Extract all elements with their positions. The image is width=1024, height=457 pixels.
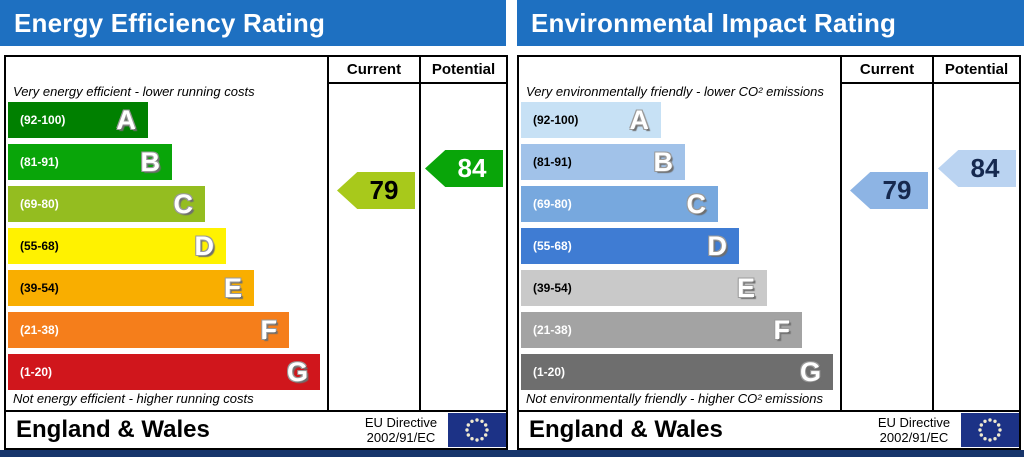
band-E: (39-54) E	[521, 270, 767, 306]
column-divider	[840, 57, 842, 412]
current-column-header: Current	[346, 61, 402, 78]
band-letter: C	[686, 189, 707, 219]
current-rating-arrow: 79	[850, 172, 928, 209]
band-letter: B	[653, 147, 674, 177]
band-D: (55-68) D	[521, 228, 739, 264]
current-rating-value: 79	[882, 175, 912, 205]
eu-directive-line2: 2002/91/EC	[879, 430, 949, 445]
energy-efficiency-panel: Energy Efficiency Rating Current Potenti…	[0, 0, 509, 457]
band-C: (69-80) C	[521, 186, 718, 222]
band-B: (81-91) B	[521, 144, 685, 180]
band-E: (39-54) E	[8, 270, 254, 306]
potential-column-header: Potential	[944, 61, 1009, 78]
band-G: (1-20) G	[521, 354, 833, 390]
bottom-note: Not environmentally friendly - higher CO…	[526, 391, 823, 406]
band-letter: G	[799, 357, 821, 387]
band-letter: A	[116, 105, 137, 135]
current-rating-value: 79	[369, 175, 399, 205]
eu-directive-line2: 2002/91/EC	[366, 430, 436, 445]
band-range-label: (92-100)	[533, 113, 579, 127]
band-letter: F	[773, 315, 791, 345]
band-range-label: (1-20)	[533, 365, 566, 379]
energy-title-bar: Energy Efficiency Rating	[0, 0, 506, 46]
column-divider	[932, 57, 934, 412]
band-letter: C	[173, 189, 194, 219]
band-letter: B	[140, 147, 161, 177]
potential-column-header: Potential	[431, 61, 496, 78]
band-range-label: (92-100)	[20, 113, 66, 127]
environmental-rating-table: Current Potential Very environmentally f…	[517, 55, 1021, 450]
top-note: Very environmentally friendly - lower CO…	[526, 84, 824, 99]
region-label: England & Wales	[16, 416, 210, 443]
column-divider	[419, 57, 421, 412]
band-letter: A	[629, 105, 650, 135]
eu-directive-label: EU Directive 2002/91/EC	[871, 415, 957, 445]
potential-rating-arrow: 84	[425, 150, 503, 187]
band-letter: D	[194, 231, 215, 261]
band-letter: E	[223, 273, 242, 303]
column-divider	[327, 57, 329, 412]
band-F: (21-38) F	[521, 312, 802, 348]
bottom-border-strip	[0, 450, 1024, 457]
energy-panel-title: Energy Efficiency Rating	[14, 8, 326, 38]
eu-directive-line1: EU Directive	[877, 415, 951, 430]
band-range-label: (55-68)	[20, 239, 59, 253]
band-letter: E	[736, 273, 755, 303]
band-range-label: (21-38)	[533, 323, 572, 337]
band-range-label: (69-80)	[533, 197, 572, 211]
band-range-label: (39-54)	[533, 281, 572, 295]
band-range-label: (21-38)	[20, 323, 59, 337]
region-label: England & Wales	[529, 416, 723, 443]
band-range-label: (81-91)	[533, 155, 572, 169]
bottom-note: Not energy efficient - higher running co…	[13, 391, 254, 406]
current-column-header: Current	[859, 61, 915, 78]
header-divider	[327, 82, 506, 84]
header-divider	[840, 82, 1019, 84]
eu-directive-line1: EU Directive	[364, 415, 438, 430]
band-range-label: (81-91)	[20, 155, 59, 169]
potential-rating-value: 84	[457, 153, 487, 183]
band-C: (69-80) C	[8, 186, 205, 222]
band-A: (92-100) A	[521, 102, 661, 138]
band-range-label: (39-54)	[20, 281, 59, 295]
footer-divider	[519, 410, 1019, 412]
footer-row: England & Wales EU Directive 2002/91/EC	[6, 412, 506, 448]
potential-rating-arrow: 84	[938, 150, 1016, 187]
band-range-label: (55-68)	[533, 239, 572, 253]
band-B: (81-91) B	[8, 144, 172, 180]
potential-rating-value: 84	[970, 153, 1000, 183]
band-D: (55-68) D	[8, 228, 226, 264]
footer-divider	[6, 410, 506, 412]
band-F: (21-38) F	[8, 312, 289, 348]
footer-row: England & Wales EU Directive 2002/91/EC	[519, 412, 1019, 448]
band-letter: F	[260, 315, 278, 345]
energy-rating-table: Current Potential Very energy efficient …	[4, 55, 508, 450]
environmental-title-bar: Environmental Impact Rating	[517, 0, 1024, 46]
current-rating-arrow: 79	[337, 172, 415, 209]
band-letter: G	[286, 357, 308, 387]
band-letter: D	[707, 231, 728, 261]
environmental-impact-panel: Environmental Impact Rating Current Pote…	[513, 0, 1024, 457]
eu-directive-label: EU Directive 2002/91/EC	[358, 415, 444, 445]
top-note: Very energy efficient - lower running co…	[13, 84, 255, 99]
band-G: (1-20) G	[8, 354, 320, 390]
eu-flag-icon	[961, 413, 1019, 447]
band-range-label: (1-20)	[20, 365, 53, 379]
band-A: (92-100) A	[8, 102, 148, 138]
eu-flag-icon	[448, 413, 506, 447]
band-range-label: (69-80)	[20, 197, 59, 211]
environmental-panel-title: Environmental Impact Rating	[531, 8, 897, 38]
